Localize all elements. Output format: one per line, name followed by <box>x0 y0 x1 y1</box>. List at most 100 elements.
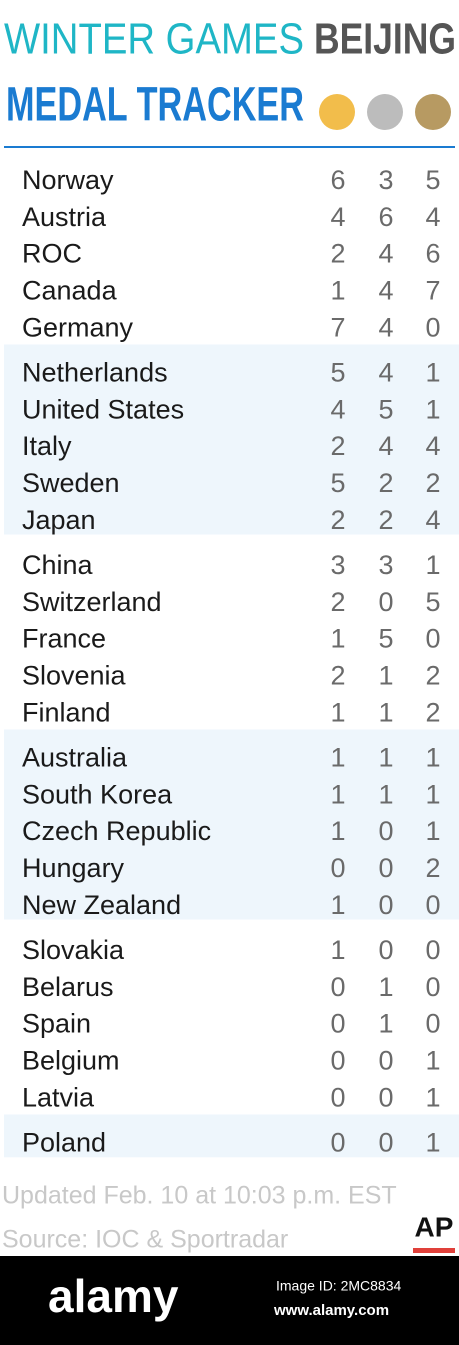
ap-logo: AP <box>415 1211 454 1242</box>
country-name: Belgium <box>22 1046 120 1076</box>
medal-count: 0 <box>425 935 440 965</box>
medal-count: 2 <box>330 239 345 269</box>
medal-count: 2 <box>425 853 440 883</box>
watermark-band <box>0 1256 459 1345</box>
medal-count: 0 <box>378 1046 393 1076</box>
medal-count: 0 <box>330 1082 345 1112</box>
bronze-icon <box>415 94 451 130</box>
medal-count: 1 <box>330 890 345 920</box>
medal-count: 0 <box>330 1046 345 1076</box>
medal-count: 4 <box>378 312 393 342</box>
medal-count: 1 <box>330 743 345 773</box>
medal-count: 1 <box>378 743 393 773</box>
medal-count: 3 <box>330 550 345 580</box>
medal-count: 0 <box>378 935 393 965</box>
medal-count: 7 <box>330 312 345 342</box>
country-name: China <box>22 550 94 580</box>
country-name: New Zealand <box>22 890 181 920</box>
medal-count: 6 <box>378 202 393 232</box>
medal-count: 1 <box>378 972 393 1002</box>
country-name: Australia <box>22 743 128 773</box>
medal-count: 1 <box>330 935 345 965</box>
country-name: Slovakia <box>22 935 125 965</box>
medal-count: 2 <box>378 505 393 535</box>
medal-count: 1 <box>378 697 393 727</box>
medal-count: 1 <box>330 276 345 306</box>
medal-count: 1 <box>425 550 440 580</box>
country-name: Canada <box>22 276 118 306</box>
medal-count: 0 <box>378 816 393 846</box>
medal-count: 4 <box>378 431 393 461</box>
country-name: Finland <box>22 697 111 727</box>
medal-count: 0 <box>425 624 440 654</box>
medal-count: 0 <box>425 890 440 920</box>
medal-count: 4 <box>425 431 440 461</box>
medal-count: 5 <box>330 358 345 388</box>
medal-count: 5 <box>425 587 440 617</box>
medal-count: 5 <box>425 165 440 195</box>
medal-count: 0 <box>378 587 393 617</box>
country-name: Hungary <box>22 853 125 883</box>
country-name: Japan <box>22 505 96 535</box>
country-name: Poland <box>22 1128 106 1158</box>
medal-count: 1 <box>378 661 393 691</box>
medal-count: 2 <box>425 697 440 727</box>
country-name: Austria <box>22 202 107 232</box>
medal-count: 0 <box>378 1128 393 1158</box>
gold-icon <box>319 94 355 130</box>
medal-count: 7 <box>425 276 440 306</box>
updated-note: Updated Feb. 10 at 10:03 p.m. EST <box>2 1182 397 1210</box>
row-band <box>4 729 459 920</box>
table: Norway 6 3 5 Austria 4 6 4 ROC 2 4 6 Canada 1 4 7 German… <box>4 165 459 1158</box>
medal-count: 3 <box>378 550 393 580</box>
row-band <box>4 344 459 535</box>
country-name: ROC <box>22 239 82 269</box>
country-name: France <box>22 624 106 654</box>
country-name: Sweden <box>22 468 120 498</box>
medal-count: 1 <box>330 816 345 846</box>
watermark-brand: alamy <box>48 1270 179 1322</box>
medal-count: 4 <box>330 202 345 232</box>
title-right: BEIJING <box>314 15 456 64</box>
country-name: Belarus <box>22 972 114 1002</box>
medal-count: 4 <box>425 505 440 535</box>
medal-count: 1 <box>425 1082 440 1112</box>
medal-count: 1 <box>425 1046 440 1076</box>
watermark-url: www.alamy.com <box>273 1302 389 1319</box>
medal-count: 0 <box>330 1128 345 1158</box>
country-name: Czech Republic <box>22 816 211 846</box>
source-note: Source: IOC & Sportradar <box>2 1226 288 1254</box>
medal-count: 3 <box>378 165 393 195</box>
country-name: Latvia <box>22 1082 95 1112</box>
medal-count: 1 <box>330 697 345 727</box>
medal-count: 1 <box>378 1009 393 1039</box>
medal-count: 4 <box>425 202 440 232</box>
subtitle: MEDAL TRACKER <box>6 79 304 132</box>
medal-count: 1 <box>378 779 393 809</box>
medal-count: 4 <box>378 239 393 269</box>
country-name: Slovenia <box>22 661 127 691</box>
medal-count: 2 <box>330 431 345 461</box>
watermark-id: Image ID: 2MC8834 <box>276 1278 401 1294</box>
ap-logo-bar <box>413 1248 455 1253</box>
medal-count: 1 <box>425 358 440 388</box>
medal-count: 2 <box>425 661 440 691</box>
title-left: WINTER GAMES <box>4 15 304 64</box>
medal-count: 4 <box>330 394 345 424</box>
medal-count: 0 <box>378 890 393 920</box>
medal-count: 1 <box>425 779 440 809</box>
medal-count: 0 <box>330 853 345 883</box>
medal-count: 0 <box>330 1009 345 1039</box>
medal-count: 2 <box>330 661 345 691</box>
medal-count: 1 <box>425 1128 440 1158</box>
country-name: Spain <box>22 1009 91 1039</box>
country-name: Netherlands <box>22 358 168 388</box>
medal-count: 1 <box>425 394 440 424</box>
row-band <box>4 1114 459 1158</box>
medal-count: 4 <box>378 276 393 306</box>
medal-count: 0 <box>425 312 440 342</box>
country-name: Norway <box>22 165 114 195</box>
medal-count: 6 <box>425 239 440 269</box>
medal-count: 2 <box>425 468 440 498</box>
